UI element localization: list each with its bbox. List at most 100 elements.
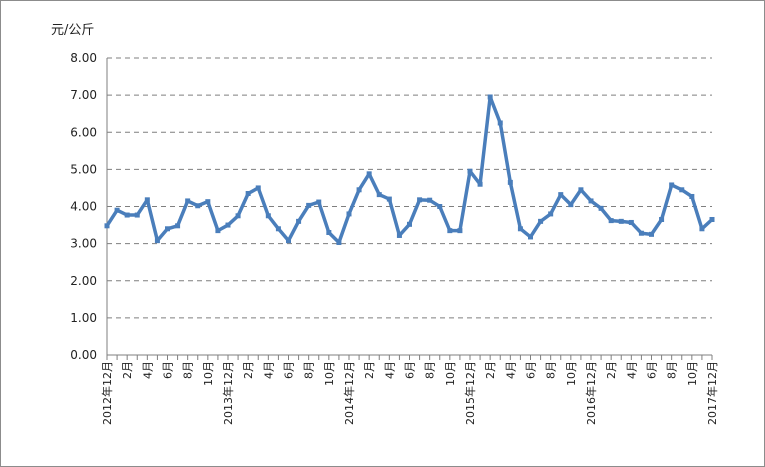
x-tick-label: 2012年12月 [100, 361, 114, 425]
data-point [628, 219, 634, 225]
data-point [104, 223, 110, 229]
data-point [175, 223, 181, 229]
data-point [699, 226, 705, 232]
x-tick-label: 8月 [666, 361, 679, 379]
data-point [659, 216, 665, 222]
x-tick-label: 6月 [162, 361, 175, 379]
x-tick-label: 4月 [625, 361, 638, 379]
y-tick-label: 1.00 [70, 311, 97, 325]
x-tick-label: 2015年12月 [463, 361, 477, 425]
data-point [618, 218, 624, 224]
data-point [417, 197, 423, 203]
data-point [507, 179, 513, 185]
x-tick-label: 2月 [121, 361, 134, 379]
data-point [245, 191, 251, 197]
data-point [265, 213, 271, 219]
x-tick-label: 4月 [141, 361, 154, 379]
x-tick-label: 10月 [202, 361, 215, 386]
x-tick-label: 10月 [444, 361, 457, 386]
axes [106, 58, 713, 360]
data-point [538, 218, 544, 224]
data-point [679, 187, 685, 193]
data-point [396, 232, 402, 238]
x-tick-label: 8月 [424, 361, 437, 379]
data-point [124, 212, 130, 218]
data-point [427, 197, 433, 203]
data-point [457, 228, 463, 234]
data-point [497, 120, 503, 126]
data-point [316, 199, 322, 205]
data-point [467, 168, 473, 174]
y-tick-label: 0.00 [70, 348, 97, 362]
y-tick-labels: 0.00 1.00 2.00 3.00 4.00 5.00 6.00 7.00 8.00 [70, 51, 97, 362]
data-point [286, 238, 291, 244]
data-point [235, 213, 241, 219]
y-tick-label: 6.00 [70, 125, 97, 139]
data-point [336, 240, 342, 246]
data-point [306, 202, 312, 208]
y-tick-label: 5.00 [70, 162, 97, 176]
x-tick-label: 2013年12月 [221, 361, 235, 425]
data-point [477, 181, 483, 187]
x-tick-label: 8月 [545, 361, 558, 379]
y-tick-label: 7.00 [70, 88, 97, 102]
x-tick-label: 2016年12月 [584, 361, 598, 425]
gridlines [107, 57, 712, 319]
x-tick-label: 2月 [484, 361, 497, 379]
x-tick-label: 6月 [283, 361, 296, 379]
x-tick-label: 4月 [262, 361, 275, 379]
x-tick-label: 2月 [363, 361, 376, 379]
data-point [154, 238, 160, 244]
data-point [558, 192, 564, 198]
x-tick-label: 2月 [242, 361, 255, 379]
data-point [709, 216, 715, 222]
data-point [205, 199, 211, 205]
data-point [487, 94, 493, 100]
data-point [578, 187, 584, 193]
data-point [649, 231, 654, 237]
data-point [548, 211, 554, 217]
x-tick-label: 2月 [605, 361, 618, 379]
data-point [215, 228, 221, 234]
data-point [568, 202, 574, 208]
data-series [104, 94, 715, 246]
data-point [669, 182, 675, 188]
x-tick-label: 10月 [565, 361, 578, 386]
data-point [447, 228, 453, 234]
data-point [528, 234, 533, 240]
data-point [144, 197, 150, 203]
x-tick-label: 10月 [686, 361, 699, 386]
data-point [195, 203, 201, 209]
data-point [366, 171, 372, 177]
x-tick-label: 6月 [525, 361, 538, 379]
data-point [437, 204, 443, 209]
y-tick-label: 8.00 [70, 51, 97, 65]
data-point [114, 207, 120, 213]
data-point [346, 211, 352, 217]
data-point [165, 226, 170, 232]
data-point [225, 222, 231, 228]
x-tick-label: 8月 [303, 361, 316, 379]
y-axis-unit-label: 元/公斤 [51, 23, 94, 38]
x-tick-label: 4月 [383, 361, 396, 379]
data-point [608, 218, 614, 224]
data-point [296, 218, 302, 224]
data-point [638, 230, 644, 236]
data-point [407, 221, 412, 227]
x-tick-label: 2017年12月 [705, 361, 719, 425]
data-point [689, 193, 695, 199]
data-point [517, 226, 523, 232]
x-tick-label: 6月 [646, 361, 659, 379]
x-tick-label: 8月 [182, 361, 195, 379]
data-point [386, 196, 392, 202]
data-point [185, 198, 191, 204]
data-point [376, 192, 382, 198]
data-point [255, 185, 261, 191]
data-point [134, 212, 140, 218]
data-point [588, 198, 594, 204]
y-tick-label: 2.00 [70, 274, 97, 288]
data-point [275, 226, 281, 232]
x-tick-label: 2014年12月 [342, 361, 356, 425]
